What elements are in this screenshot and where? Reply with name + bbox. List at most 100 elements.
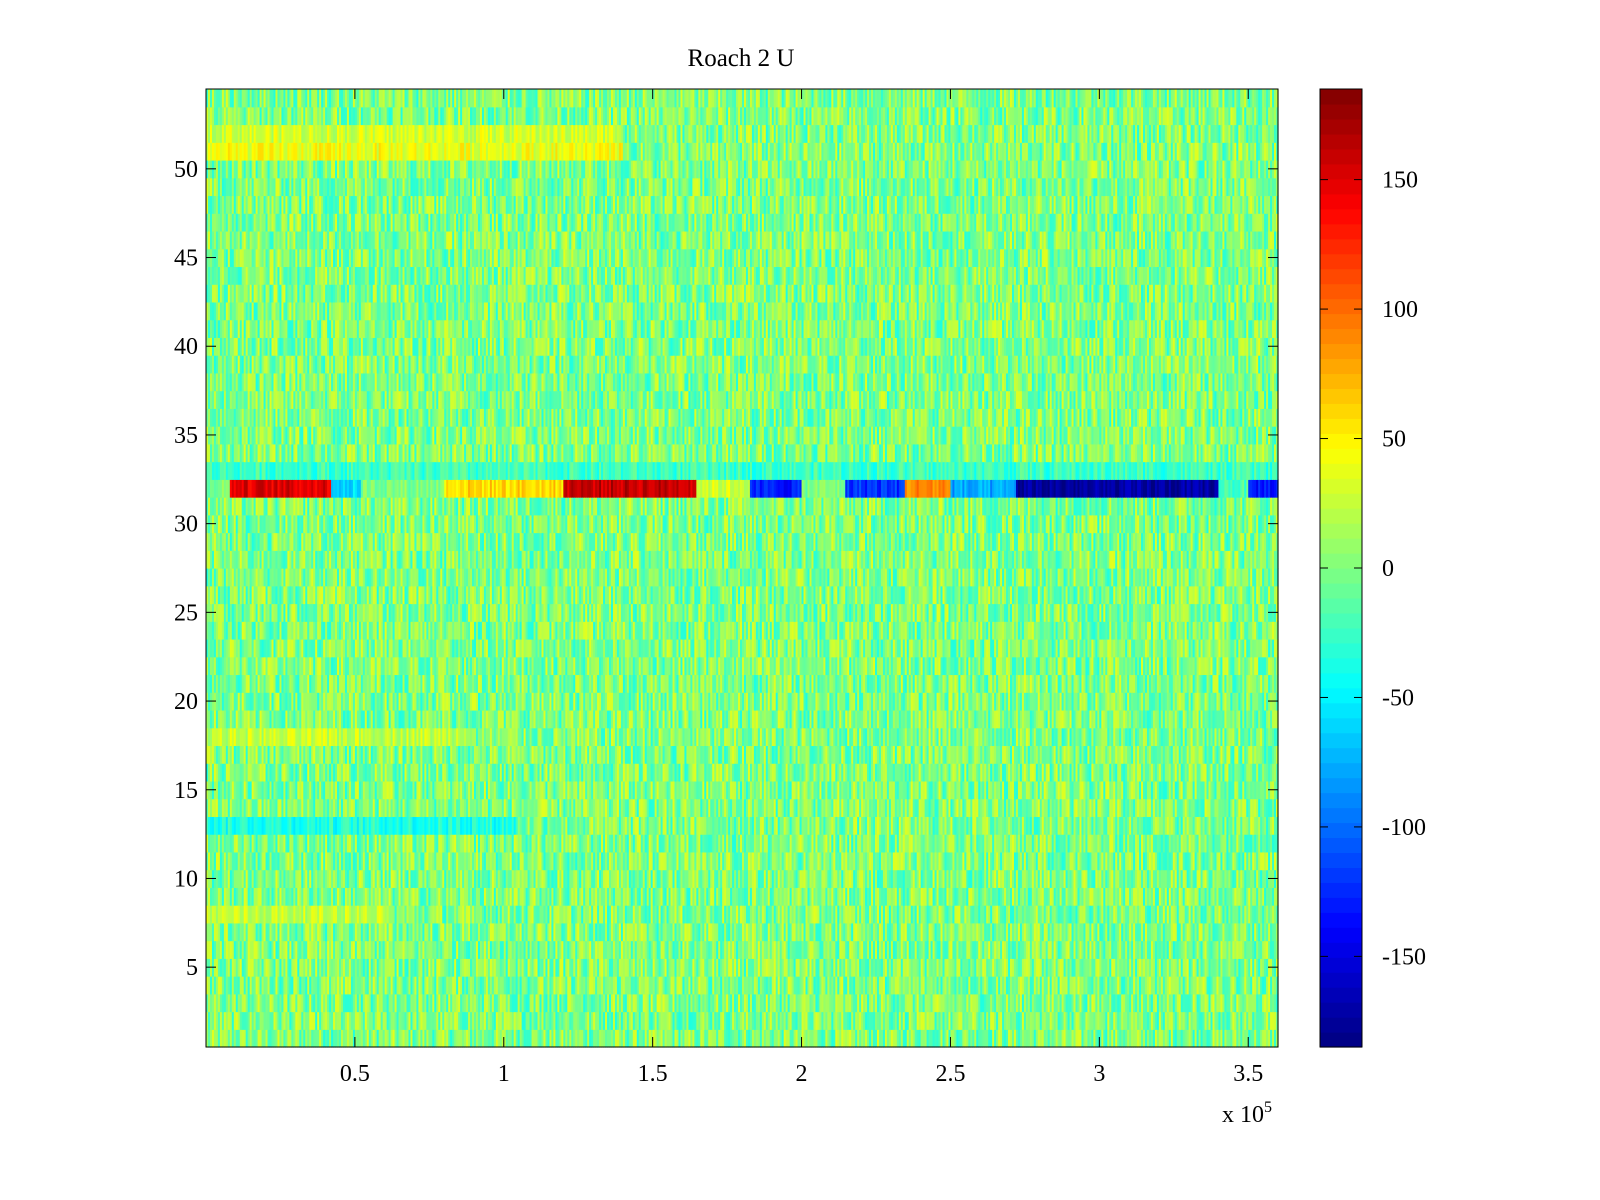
heatmap-cell — [660, 958, 664, 977]
heatmap-cell — [622, 922, 626, 942]
heatmap-cell — [372, 976, 376, 995]
heatmap-cell — [229, 1029, 233, 1048]
heatmap-cell — [591, 922, 594, 942]
heatmap-cell — [263, 976, 267, 995]
heatmap-cell — [672, 940, 676, 959]
heatmap-cell — [682, 976, 686, 995]
heatmap-cell — [932, 993, 936, 1013]
heatmap-cell — [1105, 940, 1108, 959]
heatmap-cell — [424, 940, 427, 959]
heatmap-cell — [402, 958, 406, 977]
heatmap-cell — [1131, 976, 1134, 995]
heatmap-cell — [672, 1011, 676, 1030]
heatmap-cell — [376, 958, 380, 977]
heatmap-cell — [1210, 1011, 1214, 1030]
heatmap-cell — [515, 993, 519, 1013]
heatmap-cell — [1202, 976, 1206, 995]
heatmap-cell — [537, 922, 541, 942]
heatmap-cell — [575, 976, 578, 995]
heatmap-cell — [622, 993, 626, 1013]
heatmap-cell — [972, 940, 975, 959]
heatmap-cell — [372, 1011, 376, 1030]
heatmap-cell — [448, 976, 451, 995]
heatmap-cell — [487, 993, 491, 1013]
heatmap-cell — [1013, 1029, 1017, 1048]
heatmap-cell — [307, 976, 310, 995]
heatmap-cell — [285, 976, 288, 995]
heatmap-cell — [354, 1011, 358, 1030]
heatmap-cell — [509, 958, 513, 977]
heatmap-cell — [908, 976, 912, 995]
heatmap-cell — [601, 958, 604, 977]
heatmap-cell — [930, 976, 934, 995]
heatmap-cell — [1047, 1011, 1051, 1030]
heatmap-cell — [517, 993, 521, 1013]
heatmap-cell — [807, 958, 811, 977]
heatmap-cell — [1021, 958, 1025, 977]
heatmap-cell — [464, 958, 467, 977]
heatmap-cell — [241, 976, 245, 995]
heatmap-cell — [698, 1029, 701, 1048]
heatmap-cell — [952, 976, 956, 995]
heatmap-cell — [618, 976, 622, 995]
heatmap-cell — [849, 1011, 852, 1030]
heatmap-cell — [525, 940, 529, 959]
heatmap-cell — [372, 1029, 376, 1048]
heatmap-cell — [743, 993, 747, 1013]
heatmap-cell — [710, 976, 713, 995]
heatmap-cell — [479, 993, 483, 1013]
heatmap-cell — [432, 1029, 435, 1048]
heatmap-cell — [410, 958, 414, 977]
heatmap-cell — [1057, 976, 1061, 995]
heatmap-cell — [257, 958, 261, 977]
heatmap-cell — [902, 976, 906, 995]
heatmap-cell — [1186, 958, 1190, 977]
heatmap-cell — [753, 922, 757, 942]
heatmap-cell — [1240, 1029, 1243, 1048]
heatmap-cell — [1017, 993, 1021, 1013]
heatmap-cell — [386, 993, 390, 1013]
heatmap-cell — [279, 976, 283, 995]
heatmap-cell — [920, 958, 924, 977]
heatmap-cell — [890, 993, 894, 1013]
heatmap-cell — [233, 1011, 237, 1030]
heatmap-cell — [523, 993, 527, 1013]
heatmap-cell — [732, 976, 735, 995]
heatmap-cell — [942, 958, 946, 977]
heatmap-cell — [541, 1011, 545, 1030]
heatmap-cell — [674, 1029, 678, 1048]
heatmap-cell — [251, 1029, 255, 1048]
heatmap-cell — [452, 993, 455, 1013]
heatmap-cell — [229, 976, 233, 995]
heatmap-cell — [1027, 1029, 1031, 1048]
heatmap-cell — [914, 1029, 918, 1048]
heatmap-cell — [499, 1011, 503, 1030]
heatmap-cell — [301, 1029, 304, 1048]
heatmap-cell — [474, 976, 477, 995]
heatmap-cell — [724, 940, 727, 959]
heatmap-cell — [968, 976, 971, 995]
heatmap-cell — [1000, 1011, 1003, 1030]
heatmap-cell — [612, 1011, 616, 1030]
heatmap-cell — [1186, 993, 1190, 1013]
heatmap-cell — [773, 922, 777, 942]
heatmap-cell — [543, 993, 547, 1013]
heatmap-cell — [587, 1029, 590, 1048]
heatmap-cell — [1043, 993, 1047, 1013]
heatmap-cell — [295, 976, 298, 995]
heatmap-cell — [585, 1011, 588, 1030]
heatmap-cell — [849, 993, 852, 1013]
heatmap-cell — [249, 1011, 253, 1030]
heatmap-cell — [452, 922, 455, 942]
heatmap-cell — [1226, 1029, 1229, 1048]
heatmap-cell — [1254, 1029, 1257, 1048]
heatmap-cell — [1097, 958, 1100, 977]
heatmap-cell — [344, 993, 348, 1013]
heatmap-cell — [880, 1011, 884, 1030]
heatmap-cell — [412, 1029, 416, 1048]
heatmap-cell — [781, 1029, 785, 1048]
heatmap-cell — [878, 1029, 882, 1048]
heatmap-cell — [896, 976, 900, 995]
heatmap-cell — [706, 1029, 709, 1048]
heatmap-cell — [372, 922, 376, 942]
